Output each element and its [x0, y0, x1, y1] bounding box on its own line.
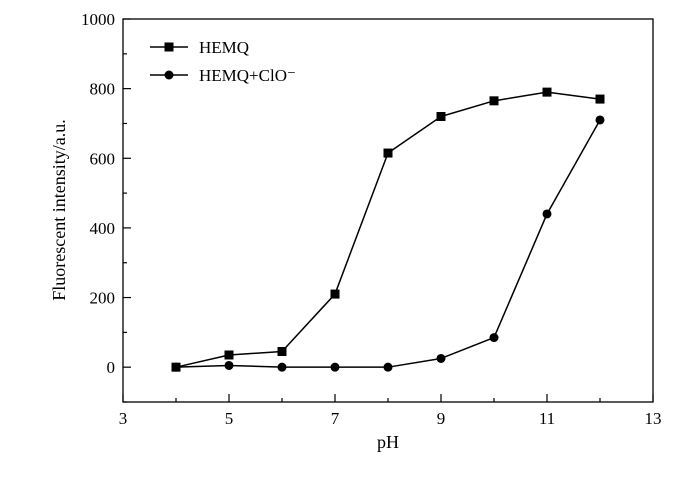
x-tick-label: 3: [119, 409, 128, 428]
data-point: [542, 209, 552, 219]
legend-item: HEMQ+ClO⁻: [150, 66, 296, 85]
legend-marker: [164, 70, 174, 80]
x-tick-label: 7: [331, 409, 340, 428]
x-tick-label: 13: [645, 409, 662, 428]
legend-label: HEMQ: [199, 38, 249, 57]
y-tick-label: 600: [90, 149, 116, 168]
data-point: [489, 96, 499, 106]
series-line: [175, 91, 601, 368]
y-axis: 0 200 400 600 800 1000: [81, 10, 131, 403]
data-point: [277, 347, 287, 357]
y-tick-label: 400: [90, 219, 116, 238]
series-1: [171, 87, 605, 372]
data-point: [277, 362, 287, 372]
data-point: [436, 111, 446, 121]
data-point: [383, 362, 393, 372]
series-2: [171, 115, 605, 372]
data-point: [224, 360, 234, 370]
x-tick-label: 9: [437, 409, 446, 428]
data-point: [489, 333, 499, 343]
data-point: [224, 350, 234, 360]
y-tick-label: 1000: [81, 10, 115, 29]
x-tick-label: 5: [225, 409, 234, 428]
data-point: [330, 289, 340, 299]
x-tick-label: 11: [539, 409, 555, 428]
y-axis-label: Fluorescent intensity/a.u.: [49, 119, 69, 300]
x-axis-label: pH: [377, 432, 399, 452]
x-axis: 3 5 7 9 11 13: [119, 394, 662, 428]
data-point: [330, 362, 340, 372]
data-point: [595, 115, 605, 125]
legend: HEMQ HEMQ+ClO⁻: [150, 38, 296, 85]
data-point: [542, 87, 552, 97]
legend-item: HEMQ: [150, 38, 249, 57]
legend-label: HEMQ+ClO⁻: [199, 66, 296, 85]
data-point: [171, 362, 181, 372]
data-point: [383, 148, 393, 158]
data-point: [595, 94, 605, 104]
y-tick-label: 200: [90, 289, 116, 308]
legend-marker: [164, 42, 174, 52]
data-point: [436, 353, 446, 363]
series-layer: [171, 87, 605, 372]
y-tick-label: 800: [90, 80, 116, 99]
y-tick-label: 0: [107, 358, 116, 377]
